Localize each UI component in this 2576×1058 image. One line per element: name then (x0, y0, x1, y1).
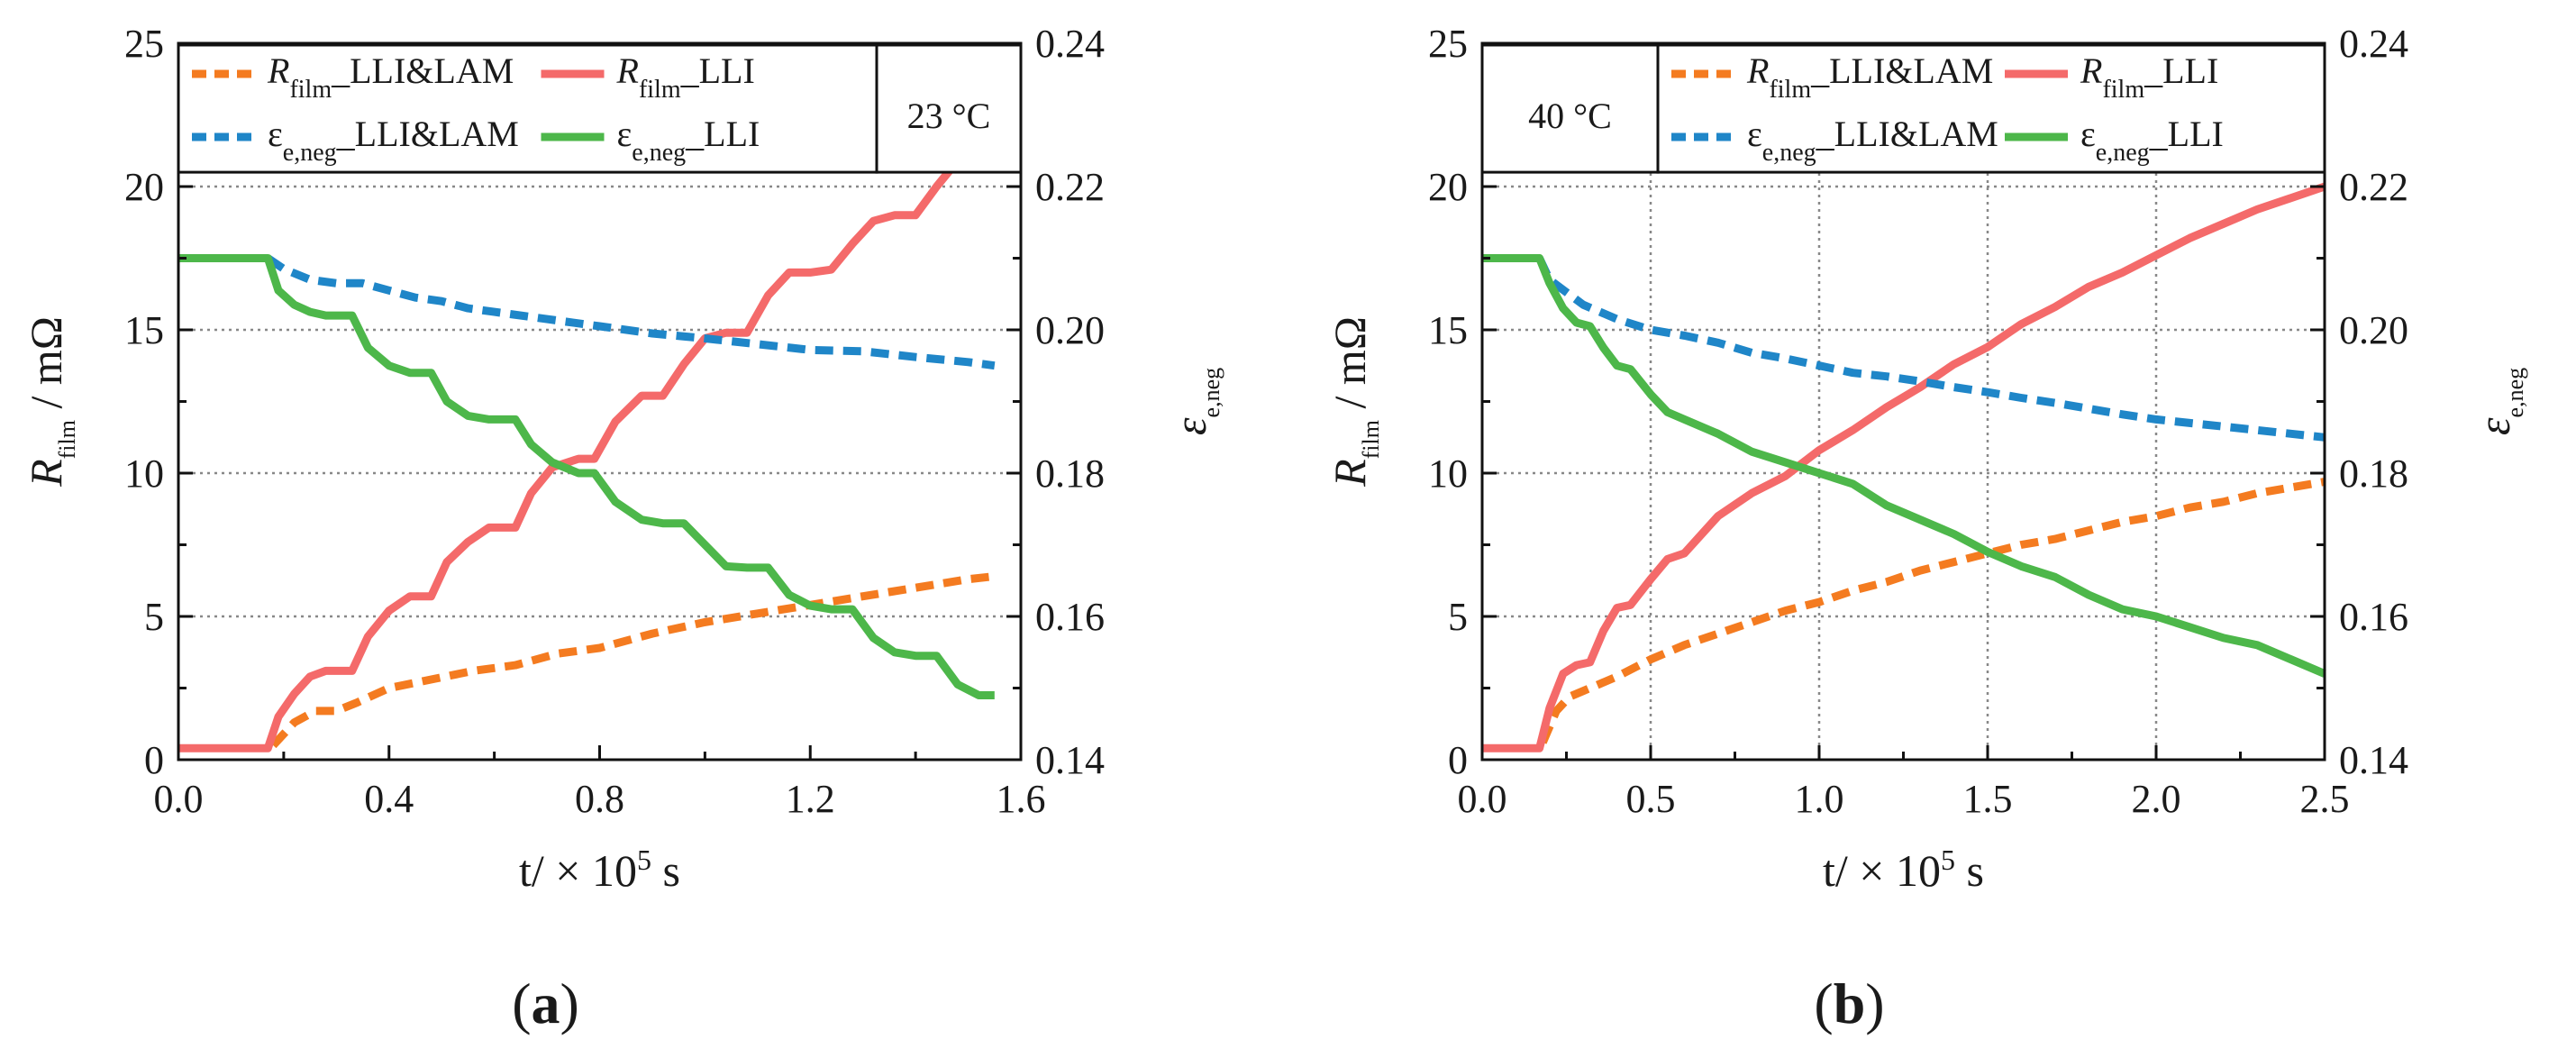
legend-label: εe,neg_LLI (2080, 114, 2224, 167)
y-left-tick-label: 0 (144, 738, 164, 782)
x-tick-label: 2.5 (2300, 777, 2350, 821)
x-axis-title: t/ × 105 s (1823, 844, 1984, 896)
x-tick-label: 0.4 (364, 777, 414, 821)
x-tick-label: 1.5 (1963, 777, 2013, 821)
y-right-tick-label: 0.20 (2339, 308, 2408, 352)
temperature-label: 40 °C (1528, 96, 1612, 136)
series-line-rfilm-lli (178, 156, 995, 752)
y-left-tick-label: 15 (1428, 308, 1468, 352)
x-tick-label: 2.0 (2132, 777, 2181, 821)
series-line-rfilm-lli-lam (1539, 478, 2326, 744)
temperature-label: 23 °C (907, 96, 991, 136)
y-left-tick-label: 10 (124, 451, 164, 496)
y-left-tick-label: 5 (1448, 595, 1468, 639)
temperature-box (1480, 43, 1660, 174)
legend-label: εe,neg_LLI (617, 114, 760, 167)
x-tick-label: 0.0 (1458, 777, 1507, 821)
series-line-eps-lli-lam (265, 254, 996, 370)
x-tick-label: 1.0 (1795, 777, 1844, 821)
y-left-tick-label: 25 (1428, 22, 1468, 66)
legend-box (1656, 43, 2326, 174)
y-right-tick-label: 0.14 (2339, 738, 2408, 782)
y-right-tick-label: 0.24 (2339, 22, 2408, 66)
y-right-tick-label: 0.14 (1035, 738, 1105, 782)
y-left-tick-label: 5 (144, 595, 164, 639)
panel-label: (b) (1814, 971, 1884, 1035)
y-right-tick-label: 0.18 (2339, 451, 2408, 496)
x-tick-label: 0.8 (575, 777, 624, 821)
series-line-eps-lli (178, 254, 995, 699)
y-right-tick-label: 0.16 (1035, 595, 1105, 639)
y-right-tick-label: 0.18 (1035, 451, 1105, 496)
panel-label: (a) (512, 971, 579, 1035)
x-tick-label: 0.0 (154, 777, 204, 821)
legend-label: Rfilm_LLI&LAM (1746, 50, 1993, 104)
legend-label: εe,neg_LLI&LAM (1747, 114, 1998, 167)
y-right-axis-title: εe,neg (2469, 368, 2528, 435)
y-right-axis-title: εe,neg (1165, 368, 1224, 435)
legend-label: εe,neg_LLI&LAM (268, 114, 519, 167)
y-right-tick-label: 0.22 (2339, 165, 2408, 209)
x-tick-label: 0.5 (1626, 777, 1676, 821)
y-left-tick-label: 20 (1428, 165, 1468, 209)
x-axis-title: t/ × 105 s (519, 844, 680, 896)
y-left-tick-label: 15 (124, 308, 164, 352)
series-line-eps-lli-lam (1535, 256, 2326, 442)
temperature-box (875, 43, 1023, 174)
panel-a: 0.0 0.4 0.8 1.2 1.6 0 5 10 15 20 25 0.14 0.16 0.18 0.2… (21, 22, 1224, 1035)
series-line-rfilm-lli-lam (269, 572, 996, 749)
y-right-tick-label: 0.16 (2339, 595, 2408, 639)
y-left-tick-label: 25 (124, 22, 164, 66)
legend-label: Rfilm_LLI (616, 50, 755, 104)
y-left-tick-label: 10 (1428, 451, 1468, 496)
legend-label: Rfilm_LLI&LAM (267, 50, 514, 104)
y-right-tick-label: 0.22 (1035, 165, 1105, 209)
panel-b: 0.0 0.5 1.0 1.5 2.0 2.5 0 5 10 15 20 25 0.14 0.16 0.18… (1324, 22, 2528, 1035)
y-left-axis-title: Rfilm / mΩ (1324, 316, 1384, 488)
y-right-tick-label: 0.24 (1035, 22, 1105, 66)
x-tick-label: 1.6 (997, 777, 1046, 821)
series-line-eps-lli (1482, 254, 2326, 678)
x-tick-label: 1.2 (786, 777, 835, 821)
series-line-rfilm-lli (1482, 182, 2326, 752)
y-left-axis-title: Rfilm / mΩ (21, 316, 80, 488)
legend-label: Rfilm_LLI (2080, 50, 2218, 104)
y-left-tick-label: 0 (1448, 738, 1468, 782)
y-left-tick-label: 20 (124, 165, 164, 209)
legend-box (177, 43, 878, 174)
y-right-tick-label: 0.20 (1035, 308, 1105, 352)
